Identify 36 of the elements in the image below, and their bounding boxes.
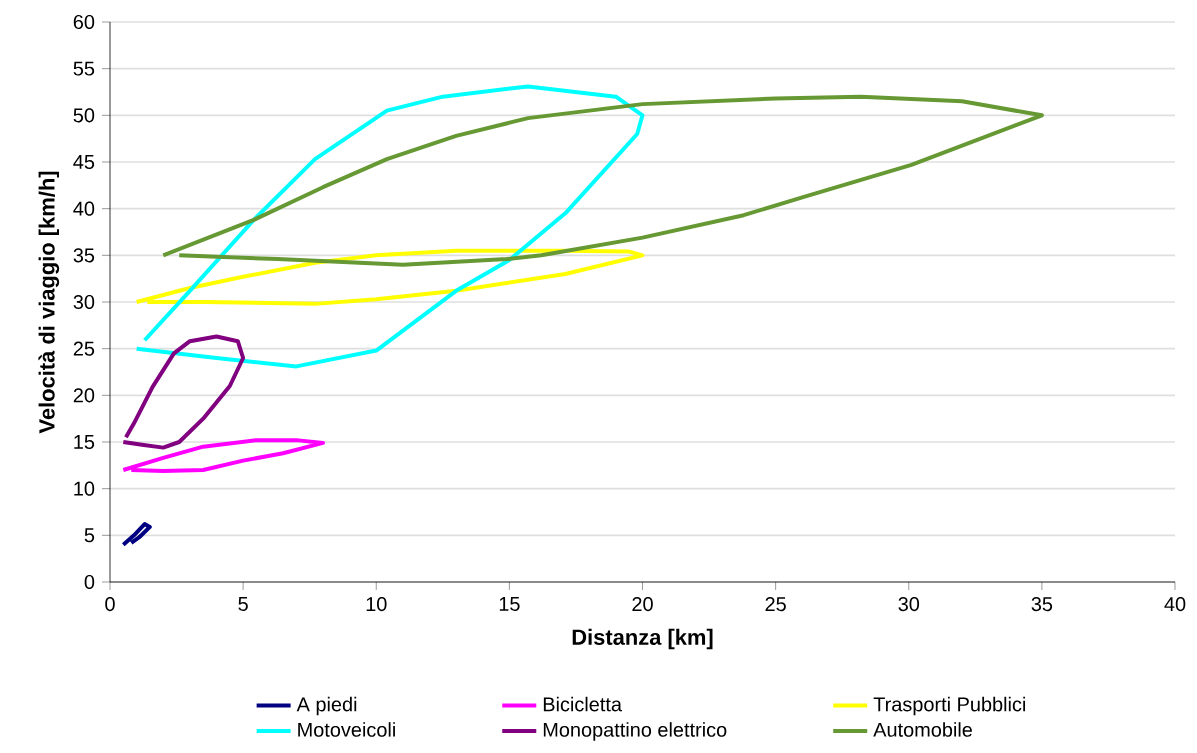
y-tick-label: 55 xyxy=(73,61,95,76)
y-tick-label: 20 xyxy=(73,388,95,403)
x-tick-label: 35 xyxy=(1031,597,1053,612)
legend-label: Trasporti Pubblici xyxy=(873,696,1026,716)
line-series xyxy=(121,438,325,473)
y-tick-label: 10 xyxy=(74,481,95,496)
line-series xyxy=(161,94,1044,267)
x-tick-label: 15 xyxy=(499,597,520,611)
x-tick-label: 25 xyxy=(765,597,786,612)
line-series xyxy=(121,522,152,547)
legend-label: A piedi xyxy=(296,696,357,716)
x-tick-label: 20 xyxy=(632,597,653,612)
y-axis-title: Velocità di viaggio [km/h] xyxy=(38,171,60,434)
y-tick-label: 5 xyxy=(84,528,95,543)
line-series xyxy=(134,248,645,306)
y-tick-label: 15 xyxy=(74,435,95,449)
x-tick-label: 10 xyxy=(366,597,387,612)
legend-label: Automobile xyxy=(873,722,972,737)
y-tick-label: 35 xyxy=(73,248,95,263)
legend-label: Bicicletta xyxy=(543,696,622,712)
legend-label: Monopattino elettrico xyxy=(543,722,727,741)
line-series xyxy=(134,84,645,369)
y-tick-label: 50 xyxy=(73,108,95,123)
y-tick-label: 45 xyxy=(73,155,95,169)
y-tick-label: 25 xyxy=(73,341,95,356)
x-tick-label: 40 xyxy=(1164,597,1186,612)
legend-label: Motoveicoli xyxy=(298,722,395,737)
y-tick-label: 40 xyxy=(73,201,95,216)
x-tick-label: 0 xyxy=(105,597,115,612)
x-tick-label: 5 xyxy=(238,597,248,611)
line-series xyxy=(121,334,246,450)
y-tick-label: 60 xyxy=(73,14,95,30)
y-tick-label: 30 xyxy=(73,294,95,310)
x-tick-label: 30 xyxy=(898,597,920,612)
x-axis-title: Distanza [km] xyxy=(572,628,713,650)
y-tick-label: 0 xyxy=(84,574,95,590)
